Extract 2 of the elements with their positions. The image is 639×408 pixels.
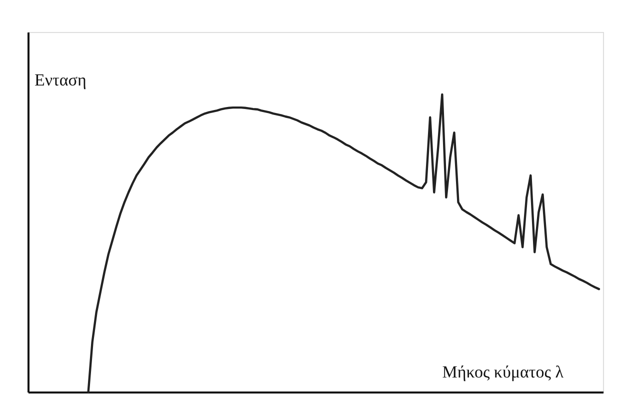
x-axis-title: Μήκος κύματος λ: [442, 362, 564, 382]
y-axis-title: Ενταση: [34, 70, 86, 90]
